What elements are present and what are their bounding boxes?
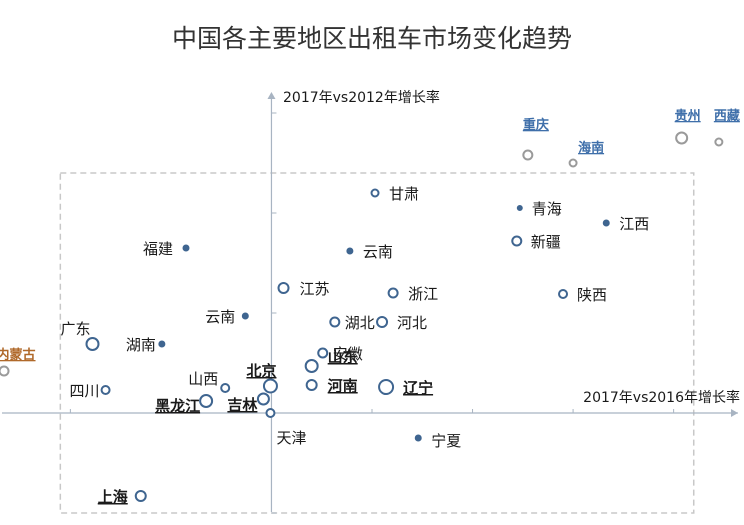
- point-label: 河北: [397, 314, 427, 332]
- data-point: [265, 408, 276, 418]
- point-label: 山西: [188, 370, 218, 388]
- point-label: 贵州: [675, 108, 701, 124]
- point-label: 内蒙古: [0, 347, 36, 363]
- chart-title: 中国各主要地区出租车市场变化趋势: [172, 24, 572, 53]
- data-point: [317, 347, 329, 359]
- x-axis-label: 2017年vs2016年增长率: [583, 389, 740, 406]
- data-point: [602, 219, 610, 227]
- point-label: 上海: [98, 488, 128, 506]
- data-point: [220, 383, 231, 393]
- data-point: [370, 188, 380, 198]
- point-label: 江苏: [300, 280, 330, 298]
- point-label: 云南: [363, 243, 393, 261]
- data-point: [376, 316, 389, 328]
- point-label: 西藏: [714, 108, 740, 124]
- data-point: [414, 434, 422, 442]
- data-point: [241, 312, 249, 320]
- point-label: 云南: [205, 308, 235, 326]
- point-label: 北京: [246, 362, 276, 380]
- point-label: 湖北: [345, 314, 375, 332]
- data-point: [256, 392, 270, 406]
- data-point: [378, 379, 395, 395]
- x-axis-arrow: [731, 409, 738, 417]
- point-label: 广东: [60, 320, 90, 338]
- point-label: 河南: [328, 377, 358, 395]
- point-label: 重庆: [523, 117, 549, 133]
- data-point: [262, 378, 278, 394]
- point-label: 黑龙江: [155, 397, 200, 415]
- data-point: [329, 316, 341, 328]
- data-point: [558, 289, 569, 299]
- point-label: 浙江: [408, 285, 438, 303]
- point-label: 安徽: [333, 345, 363, 363]
- data-point: [714, 137, 724, 147]
- point-label: 福建: [143, 240, 173, 258]
- point-label: 甘肃: [389, 185, 419, 203]
- data-point: [511, 235, 523, 247]
- points-layer: [0, 131, 724, 502]
- point-label: 江西: [619, 215, 649, 233]
- data-point: [568, 158, 578, 168]
- point-label: 海南: [578, 140, 604, 156]
- data-point: [182, 244, 190, 252]
- data-point: [516, 205, 523, 211]
- point-label: 青海: [532, 200, 562, 218]
- y-axis-arrow: [267, 92, 276, 99]
- point-label: 陕西: [577, 286, 607, 304]
- data-point: [85, 337, 100, 351]
- data-point: [305, 379, 318, 391]
- data-point: [134, 490, 147, 502]
- point-label: 宁夏: [431, 432, 461, 450]
- point-label: 四川: [70, 382, 100, 400]
- data-point: [158, 340, 166, 348]
- data-point: [199, 394, 214, 408]
- point-label: 山东: [328, 348, 358, 366]
- frame-layer: [59, 172, 695, 514]
- point-label: 天津: [276, 429, 306, 447]
- point-label: 新疆: [531, 233, 561, 251]
- axis-layer: [2, 92, 738, 514]
- point-label: 湖南: [126, 336, 156, 354]
- y-axis-label: 2017年vs2012年增长率: [283, 89, 440, 106]
- data-point: [522, 149, 534, 161]
- data-point: [100, 385, 111, 395]
- data-point: [0, 365, 10, 377]
- data-point: [346, 247, 354, 255]
- dashed-frame: [59, 172, 695, 514]
- point-label: 辽宁: [403, 379, 433, 397]
- point-label: 吉林: [227, 396, 258, 414]
- data-point: [277, 282, 290, 294]
- data-point: [387, 287, 399, 299]
- data-point: [304, 359, 319, 373]
- data-point: [675, 131, 689, 145]
